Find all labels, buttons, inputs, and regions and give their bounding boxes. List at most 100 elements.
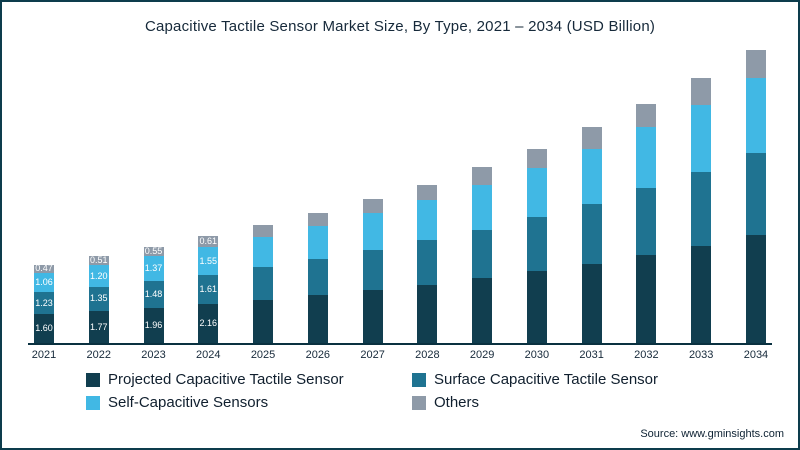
- bar-segment: [745, 153, 766, 235]
- legend-swatch: [86, 395, 100, 410]
- bar-segment: [362, 250, 383, 290]
- bar-segment: 0.61: [198, 236, 219, 248]
- bar-column: 0.47 1.06 1.23 1.60: [28, 45, 60, 343]
- bar-column: [740, 45, 772, 343]
- bar-segment: 1.23: [34, 292, 54, 315]
- bar-segment: [691, 245, 712, 343]
- year-axis: 2021 2022 2023 2024 2025 2026 2027 2028 2029 2030…: [28, 349, 772, 361]
- year-label: 2024: [196, 349, 221, 361]
- chart-title: Capacitive Tactile Sensor Market Size, B…: [144, 18, 656, 35]
- bar-segment: [691, 172, 712, 246]
- bar-stack: 0.47 1.06 1.23 1.60: [34, 263, 54, 343]
- bar-segment: [581, 127, 602, 149]
- bar-stack: [307, 213, 328, 343]
- year-label: 2030: [524, 349, 550, 361]
- legend-item: Self-Capacitive Sensors: [86, 394, 412, 411]
- bar-segment: [581, 263, 602, 343]
- year-label: 2021: [31, 349, 57, 361]
- legend-item: Surface Capacitive Tactile Sensor: [412, 371, 738, 388]
- legend-label: Others: [434, 394, 480, 411]
- bar-stack: [362, 199, 383, 343]
- bar-stack: 0.51 1.20 1.35 1.77: [88, 256, 109, 343]
- year-label: 2027: [360, 349, 385, 361]
- bars: 0.47 1.06 1.23 1.60 0.51 1.20 1.35 1.77 0.55 1.37…: [28, 45, 772, 345]
- bar-segment: [526, 271, 547, 343]
- legend-swatch: [412, 395, 426, 410]
- legend-swatch: [86, 372, 100, 387]
- bar-segment: 1.20: [88, 265, 109, 287]
- bar-segment: [472, 278, 493, 343]
- year-label: 2033: [688, 349, 714, 361]
- bar-segment: [253, 299, 274, 343]
- bar-segment: [417, 184, 438, 200]
- bar-column: 0.61 1.55 1.61 2.16: [192, 45, 224, 343]
- bar-segment: 1.60: [34, 314, 54, 343]
- bar-segment: [417, 199, 438, 241]
- legend-label: Surface Capacitive Tactile Sensor: [434, 371, 659, 388]
- bar-column: [357, 45, 389, 343]
- year-label: 2032: [634, 349, 659, 361]
- bar-segment: [362, 213, 383, 251]
- bar-segment: 1.96: [143, 307, 164, 343]
- bar-stack: [526, 148, 547, 343]
- bar-segment: [253, 267, 274, 300]
- legend-item: Projected Capacitive Tactile Sensor: [86, 371, 412, 388]
- bar-segment: [526, 217, 547, 271]
- bar-column: [302, 45, 334, 343]
- bar-stack: [417, 184, 438, 343]
- bar-segment: [307, 226, 328, 260]
- legend-swatch: [412, 372, 426, 387]
- bar-segment: 1.06: [34, 273, 54, 293]
- bar-stack: [745, 49, 766, 343]
- bar-column: 0.51 1.20 1.35 1.77: [83, 45, 115, 343]
- bar-segment: [472, 229, 493, 279]
- bar-segment: 0.47: [34, 263, 54, 274]
- bar-segment: [417, 240, 438, 285]
- bar-segment: [307, 295, 328, 343]
- bar-segment: [581, 203, 602, 264]
- legend-label: Projected Capacitive Tactile Sensor: [108, 371, 344, 388]
- bar-segment: 2.16: [198, 304, 219, 343]
- bar-segment: [362, 199, 383, 214]
- year-label: 2026: [305, 349, 331, 361]
- bar-stack: [581, 127, 602, 343]
- bar-segment: [307, 213, 328, 227]
- bar-column: [466, 45, 498, 343]
- bar-segment: [745, 235, 766, 343]
- year-label: 2029: [469, 349, 495, 361]
- bar-column: [630, 45, 662, 343]
- bar-stack: [253, 225, 274, 343]
- bar-segment: [581, 148, 602, 204]
- legend-label: Self-Capacitive Sensors: [108, 394, 269, 411]
- bar-segment: [253, 225, 274, 237]
- year-label: 2031: [579, 349, 604, 361]
- bar-segment: [636, 188, 657, 255]
- bar-segment: [691, 78, 712, 105]
- bar-column: [247, 45, 279, 343]
- bar-segment: 1.37: [143, 256, 164, 282]
- bar-column: [521, 45, 553, 343]
- bar-segment: [417, 284, 438, 343]
- bar-segment: [636, 103, 657, 128]
- bar-column: [685, 45, 717, 343]
- year-label: 2034: [743, 349, 769, 361]
- year-label: 2023: [141, 349, 166, 361]
- bar-stack: [636, 103, 657, 343]
- bar-segment: [636, 127, 657, 189]
- bar-segment: [253, 236, 274, 268]
- bar-segment: 1.77: [88, 311, 109, 343]
- bar-segment: 1.48: [143, 281, 164, 308]
- bar-segment: [745, 49, 766, 79]
- chart-area: 0.47 1.06 1.23 1.60 0.51 1.20 1.35 1.77 0.55 1.37…: [28, 45, 772, 361]
- bar-column: 0.55 1.37 1.48 1.96: [138, 45, 170, 343]
- legend: Projected Capacitive Tactile Sensor Surfa…: [86, 371, 738, 411]
- bar-stack: 0.55 1.37 1.48 1.96: [143, 247, 164, 343]
- bar-segment: 1.61: [198, 275, 219, 305]
- bar-column: [411, 45, 443, 343]
- bar-segment: [691, 104, 712, 173]
- bar-stack: [472, 166, 493, 343]
- bar-segment: [745, 78, 766, 154]
- bar-segment: 1.35: [88, 286, 109, 312]
- bar-segment: [526, 148, 547, 168]
